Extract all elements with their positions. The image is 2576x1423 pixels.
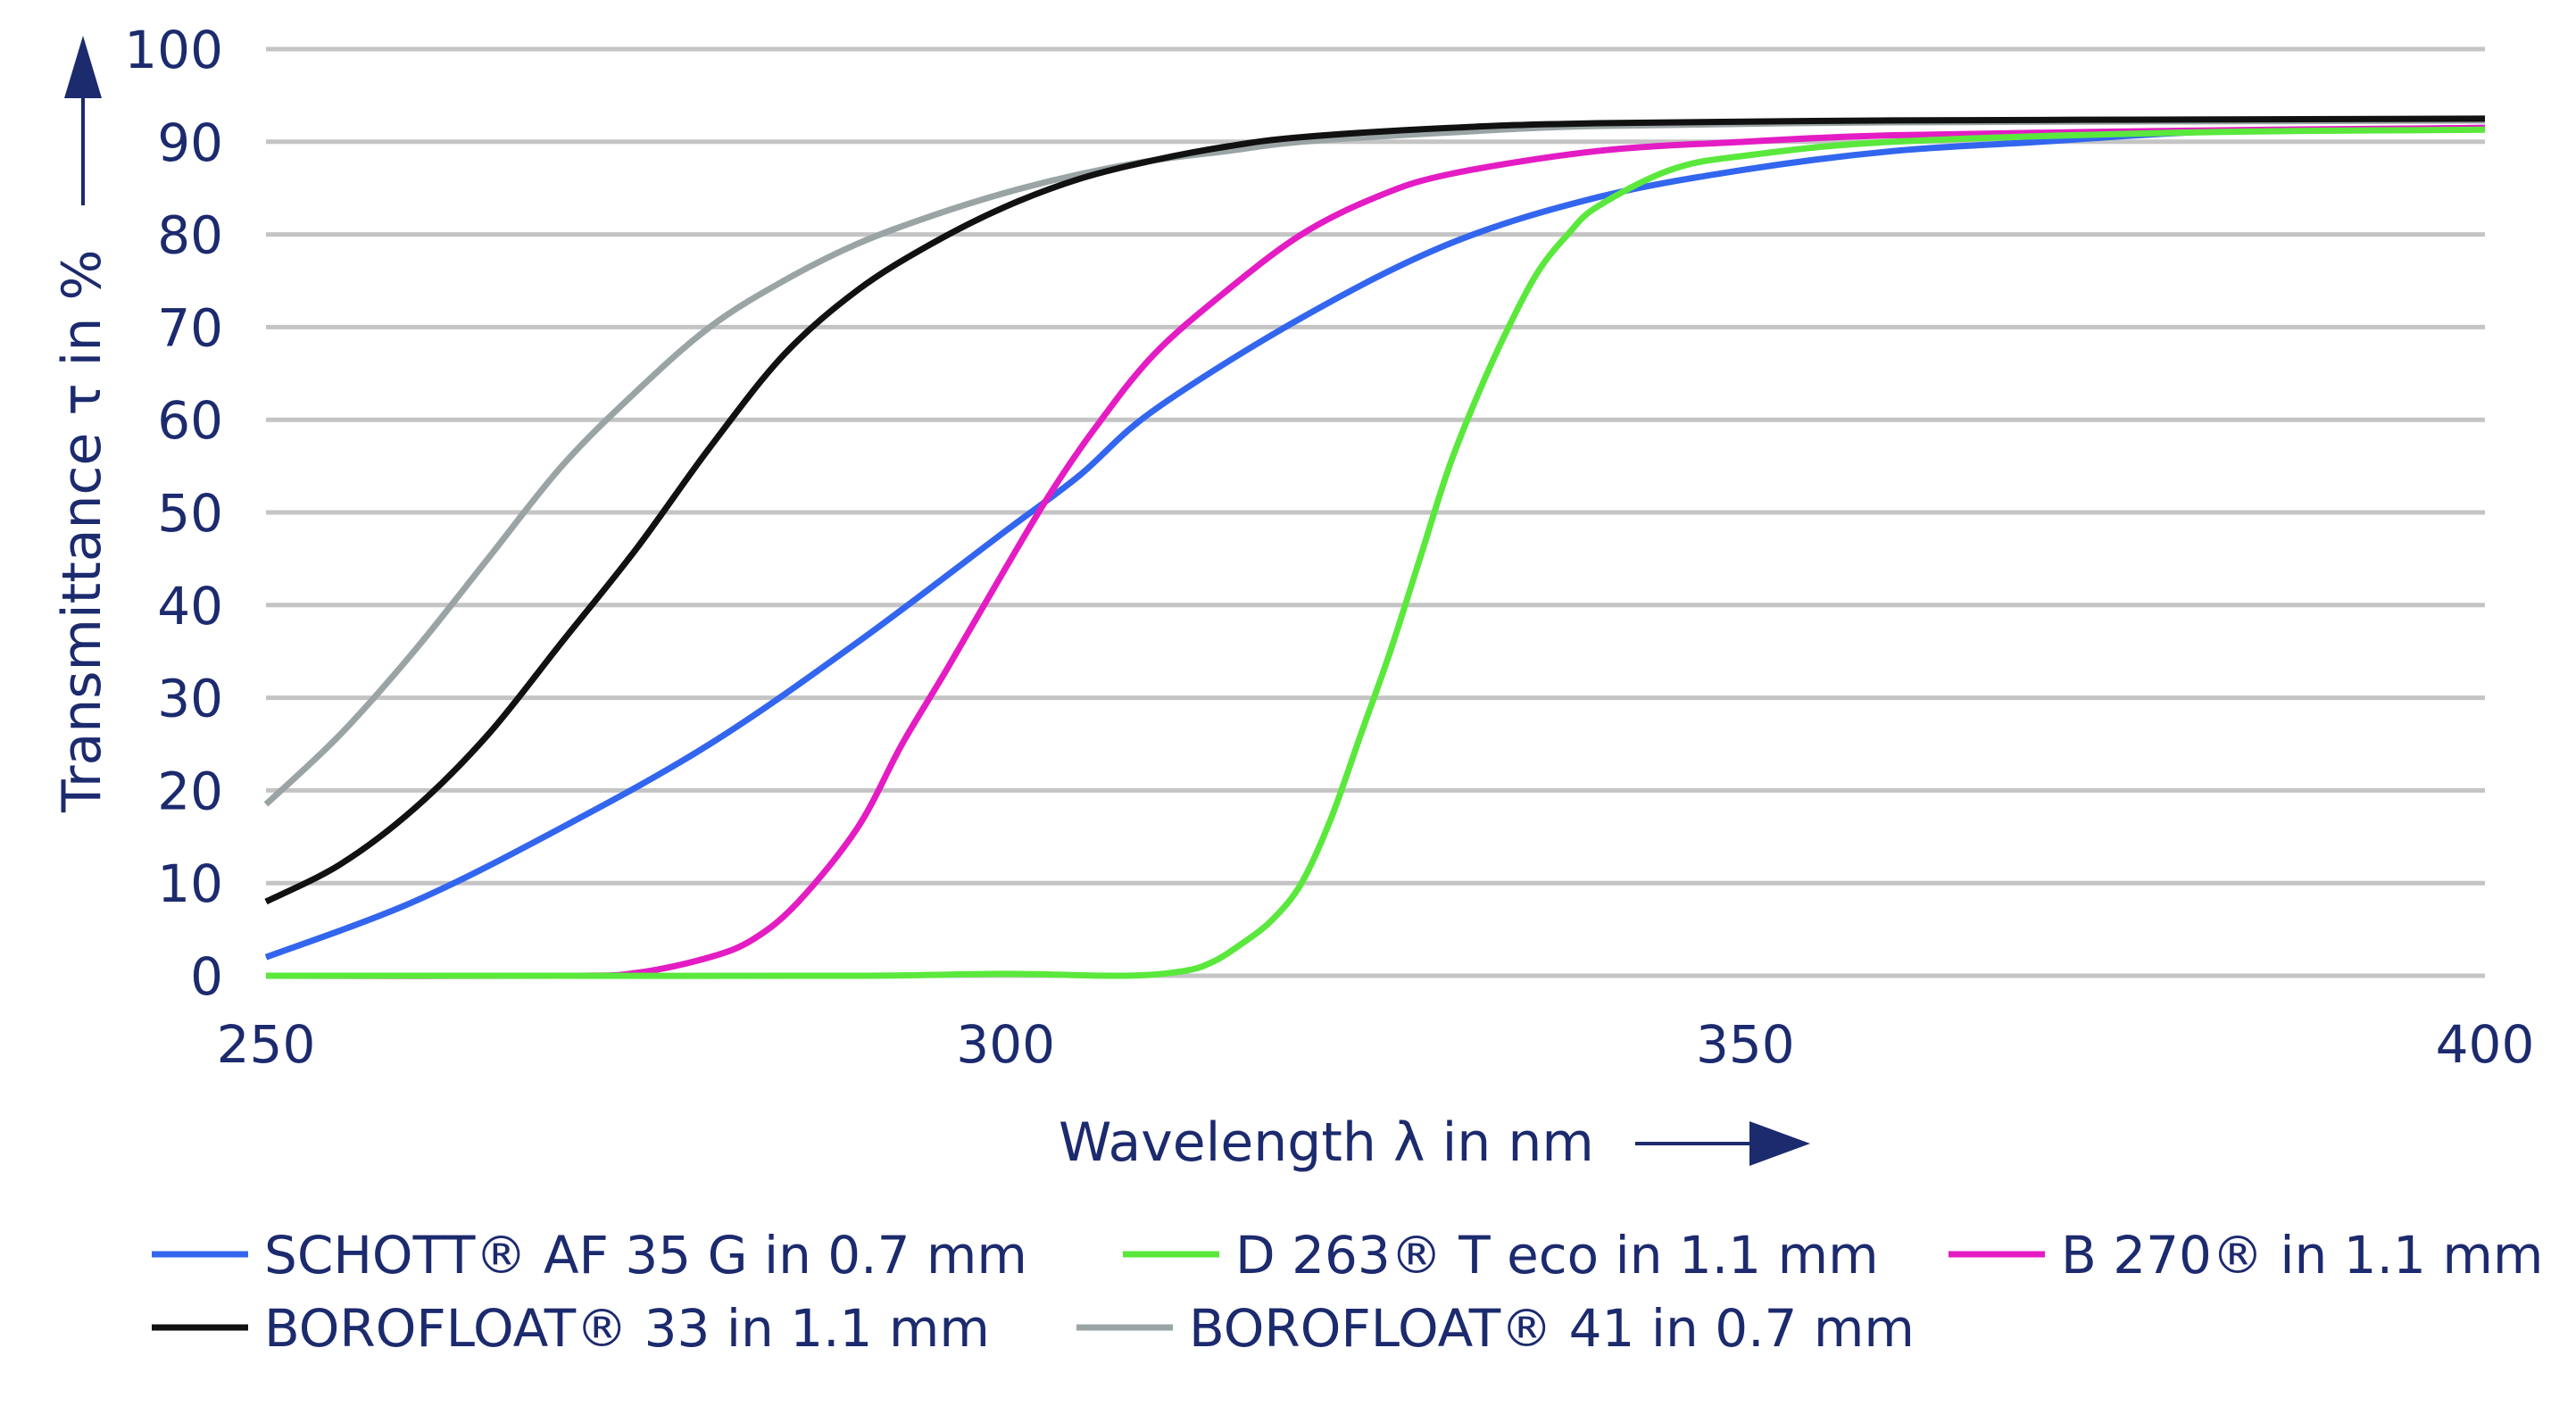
y-tick-labels: 0 10 20 30 40 50 60 70 80 90 100 <box>124 20 223 1007</box>
legend-item: BOROFLOAT® 41 in 0.7 mm <box>1076 1298 1915 1359</box>
x-tick-label: 300 <box>956 1014 1055 1075</box>
legend-item: D 263® T eco in 1.1 mm <box>1123 1225 1879 1286</box>
legend-label: D 263® T eco in 1.1 mm <box>1235 1225 1879 1286</box>
y-tick-label: 40 <box>157 576 223 637</box>
x-tick-labels: 250 300 350 400 <box>217 1014 2535 1075</box>
x-tick-label: 350 <box>1696 1014 1795 1075</box>
y-tick-label: 20 <box>157 761 223 821</box>
series-line <box>264 124 2486 961</box>
y-tick-label: 50 <box>157 483 223 544</box>
y-tick-label: 100 <box>124 20 223 80</box>
legend: SCHOTT® AF 35 G in 0.7 mm D 263® T eco in… <box>152 1225 2543 1359</box>
series-line <box>264 115 2486 905</box>
y-tick-label: 90 <box>157 112 223 173</box>
legend-item: SCHOTT® AF 35 G in 0.7 mm <box>152 1225 1027 1286</box>
y-axis-arrow <box>64 36 102 205</box>
y-tick-label: 70 <box>157 297 223 358</box>
legend-label: BOROFLOAT® 41 in 0.7 mm <box>1189 1298 1915 1359</box>
y-tick-label: 60 <box>157 390 223 451</box>
gridlines <box>266 46 2485 978</box>
y-tick-label: 10 <box>157 853 223 914</box>
legend-label: BOROFLOAT® 33 in 1.1 mm <box>264 1298 990 1359</box>
y-tick-label: 30 <box>157 669 223 729</box>
y-axis-label: Transmittance τ in % <box>51 250 113 813</box>
legend-label: B 270® in 1.1 mm <box>2061 1225 2543 1286</box>
x-tick-label: 250 <box>217 1014 316 1075</box>
x-axis-arrow <box>1635 1121 1810 1166</box>
legend-label: SCHOTT® AF 35 G in 0.7 mm <box>264 1225 1027 1286</box>
x-tick-label: 400 <box>2436 1014 2535 1075</box>
y-tick-label: 80 <box>157 205 223 266</box>
y-axis-label-group: Transmittance τ in % <box>51 250 113 813</box>
x-axis-label: Wavelength λ in nm <box>1059 1111 1594 1174</box>
series-line <box>266 126 2486 979</box>
legend-item: BOROFLOAT® 33 in 1.1 mm <box>152 1298 990 1359</box>
series-line <box>265 124 2486 979</box>
series-lines <box>263 115 2486 979</box>
y-tick-label: 0 <box>190 946 223 1007</box>
legend-item: B 270® in 1.1 mm <box>1949 1225 2543 1286</box>
